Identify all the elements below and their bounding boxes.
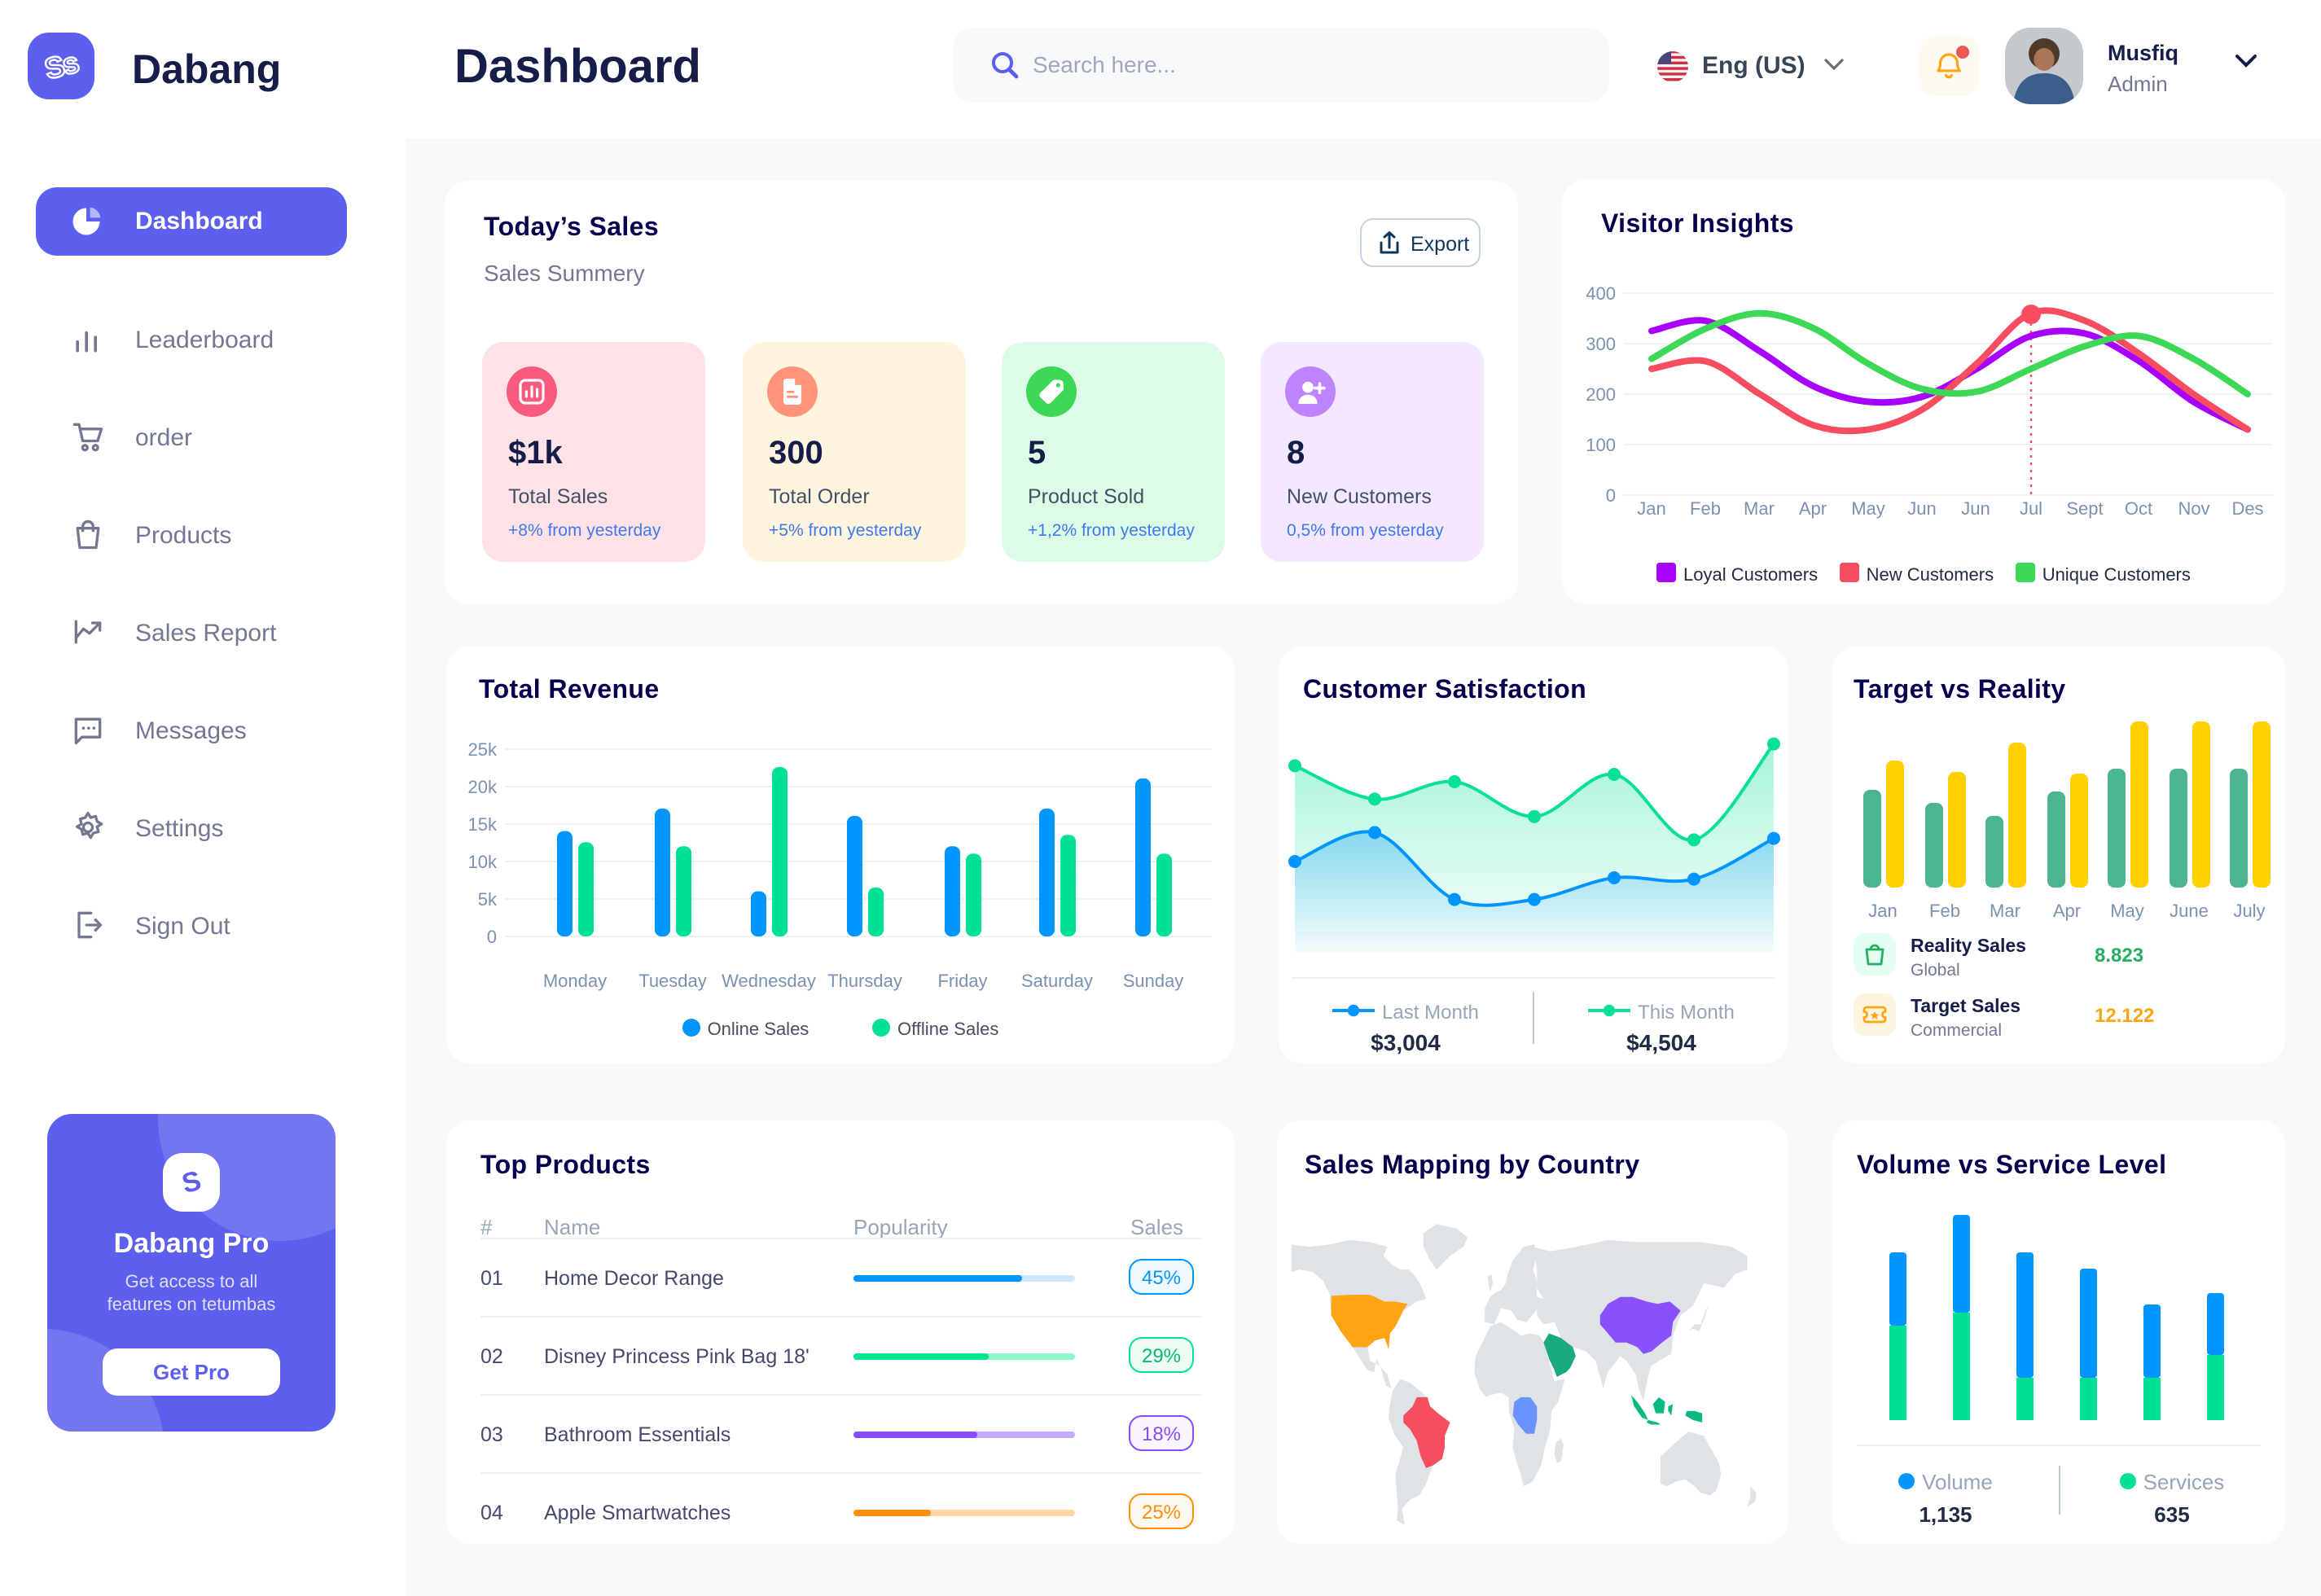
svg-text:Feb: Feb xyxy=(1929,901,1960,921)
svg-text:Jun: Jun xyxy=(1961,498,1990,519)
svg-text:100: 100 xyxy=(1586,435,1616,455)
svg-text:June: June xyxy=(2170,901,2209,921)
svg-text:Jun: Jun xyxy=(1907,498,1936,519)
svg-text:Apr: Apr xyxy=(1799,498,1827,519)
svg-text:25k: 25k xyxy=(468,739,498,760)
svg-text:20k: 20k xyxy=(468,777,498,797)
svg-text:Monday: Monday xyxy=(543,971,607,991)
svg-text:Sunday: Sunday xyxy=(1123,971,1184,991)
svg-text:Mar: Mar xyxy=(1744,498,1775,519)
svg-text:Wednesday: Wednesday xyxy=(722,971,816,991)
svg-text:Jul: Jul xyxy=(2020,498,2042,519)
svg-text:May: May xyxy=(1851,498,1885,519)
svg-text:Apr: Apr xyxy=(2053,901,2081,921)
svg-text:Mar: Mar xyxy=(1990,901,2020,921)
svg-text:May: May xyxy=(2110,901,2144,921)
svg-text:Jan: Jan xyxy=(1868,901,1897,921)
svg-text:10k: 10k xyxy=(468,852,498,872)
svg-text:0: 0 xyxy=(487,927,497,947)
svg-text:0: 0 xyxy=(1606,485,1616,506)
svg-text:5k: 5k xyxy=(478,889,498,910)
svg-text:Sept: Sept xyxy=(2066,498,2103,519)
svg-text:Oct: Oct xyxy=(2125,498,2152,519)
svg-text:Thursday: Thursday xyxy=(827,971,902,991)
svg-text:Tuesday: Tuesday xyxy=(638,971,707,991)
svg-text:Des: Des xyxy=(2231,498,2263,519)
svg-text:Feb: Feb xyxy=(1690,498,1721,519)
svg-text:Nov: Nov xyxy=(2178,498,2209,519)
svg-text:300: 300 xyxy=(1586,334,1616,354)
svg-text:200: 200 xyxy=(1586,384,1616,405)
svg-text:Friday: Friday xyxy=(937,971,987,991)
svg-text:400: 400 xyxy=(1586,283,1616,304)
svg-text:Jan: Jan xyxy=(1637,498,1665,519)
svg-text:15k: 15k xyxy=(468,814,498,835)
svg-text:Saturday: Saturday xyxy=(1021,971,1093,991)
svg-text:July: July xyxy=(2233,901,2265,921)
